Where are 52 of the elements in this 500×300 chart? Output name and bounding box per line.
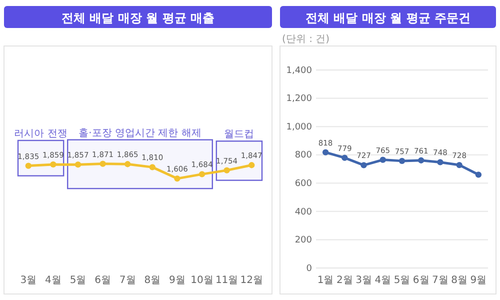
chart-title: 전체 배달 매장 월 평균 주문건: [306, 11, 470, 25]
x-tick-label: 6월: [94, 275, 111, 286]
chart-title: 전체 배달 매장 월 평균 매출: [62, 11, 214, 25]
point: [437, 159, 444, 166]
x-tick-label: 7월: [432, 275, 448, 286]
point: [174, 175, 180, 182]
x-tick-label: 6월: [412, 275, 430, 286]
point: [418, 157, 424, 164]
band-label: 월드컵: [224, 129, 254, 140]
x-tick-label: 4월: [374, 275, 392, 286]
x-tick-label: 8월: [144, 275, 161, 286]
x-tick-label: 10월: [190, 275, 214, 286]
x-tick-label: 9월: [169, 275, 186, 286]
y-tick-label: 1,000: [286, 122, 312, 132]
point: [74, 161, 82, 168]
x-tick-label: 9월: [470, 275, 487, 286]
point: [342, 154, 348, 161]
y-tick-label: 600: [294, 179, 312, 190]
point: [198, 171, 206, 178]
y-tick-label: 1,400: [286, 66, 312, 76]
point: [475, 172, 482, 178]
point: [25, 162, 32, 169]
text: (단위 : 건): [282, 34, 330, 45]
point: [224, 167, 230, 174]
y-tick-label: 200: [294, 236, 312, 246]
x-tick-label: 2월: [336, 275, 353, 286]
point: [149, 164, 156, 170]
point: [50, 161, 56, 168]
point: [248, 162, 255, 168]
y-tick-label: 400: [294, 207, 312, 218]
x-tick-label: 4월: [45, 275, 62, 286]
point: [456, 162, 462, 168]
x-tick-label: 5월: [394, 275, 410, 286]
x-tick-label: 1월: [317, 275, 334, 286]
y-tick-label: 1,200: [286, 94, 312, 104]
x-tick-label: 5월: [70, 275, 86, 286]
y-tick-label: 0: [306, 264, 312, 274]
point: [322, 149, 329, 156]
band-label: 러시아 전쟁: [14, 128, 68, 140]
point: [124, 161, 131, 168]
band-label: 홀·포장 영업시간 제한 해제: [78, 128, 202, 139]
point: [380, 156, 386, 163]
point: [100, 160, 106, 167]
y-tick-label: 800: [294, 150, 312, 161]
x-tick-label: 3월: [356, 275, 372, 286]
x-tick-label: 7월: [119, 275, 136, 286]
x-tick-label: 8월: [451, 275, 468, 286]
x-tick-label: 11월: [215, 275, 238, 286]
point: [398, 158, 406, 164]
x-tick-label: 3월: [20, 275, 37, 286]
x-tick-label: 12월: [240, 275, 263, 286]
point: [360, 162, 367, 168]
